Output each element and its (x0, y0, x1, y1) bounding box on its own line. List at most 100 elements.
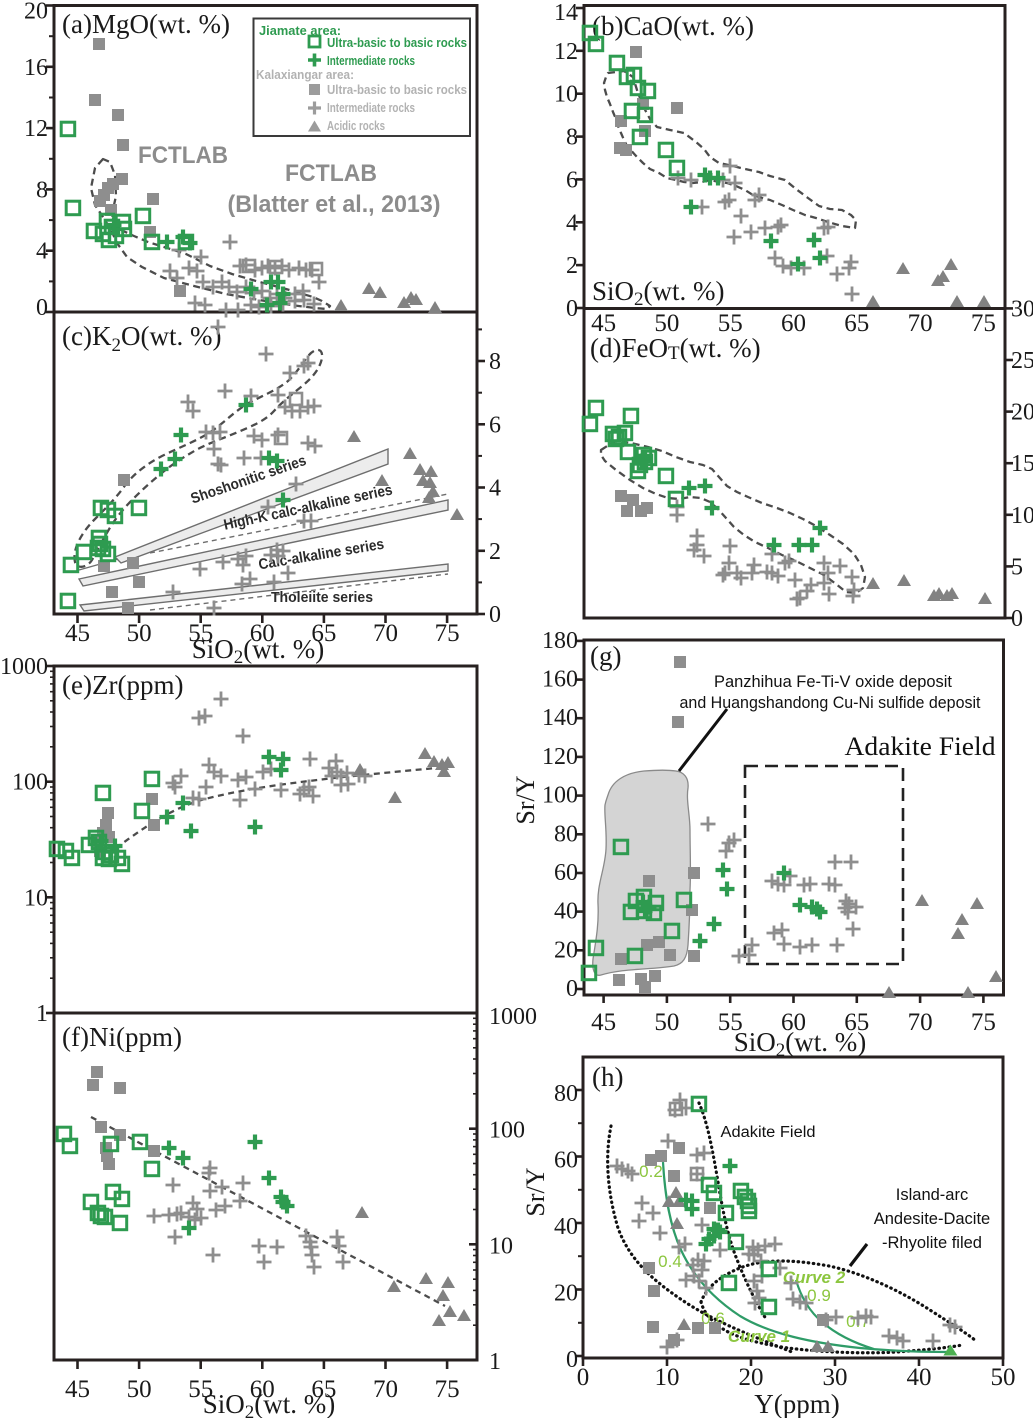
svg-text:12: 12 (24, 116, 48, 142)
svg-text:50: 50 (127, 620, 152, 647)
svg-text:65: 65 (844, 310, 869, 337)
svg-text:60: 60 (781, 1009, 806, 1036)
svg-text:30: 30 (1011, 296, 1033, 322)
svg-text:(f)Ni(ppm): (f)Ni(ppm) (62, 1022, 182, 1052)
svg-text:Curve 1: Curve 1 (728, 1327, 790, 1346)
svg-text:1: 1 (489, 1349, 501, 1375)
svg-text:50: 50 (991, 1364, 1016, 1391)
svg-text:10: 10 (24, 885, 48, 911)
svg-text:Intermediate rocks: Intermediate rocks (327, 54, 415, 68)
svg-text:Curve 2: Curve 2 (783, 1268, 846, 1287)
svg-text:40: 40 (907, 1364, 932, 1391)
svg-text:45: 45 (65, 1376, 90, 1403)
svg-text:Y(ppm): Y(ppm) (754, 1389, 839, 1418)
svg-text:70: 70 (373, 1376, 398, 1403)
svg-text:65: 65 (311, 620, 336, 647)
svg-text:SiO2(wt. %): SiO2(wt. %) (203, 1389, 336, 1418)
svg-text:60: 60 (781, 310, 806, 337)
svg-text:45: 45 (65, 620, 90, 647)
svg-text:1: 1 (36, 1001, 48, 1027)
svg-text:Ultra-basic to basic rocks: Ultra-basic to basic rocks (327, 83, 467, 97)
svg-text:6: 6 (489, 412, 501, 438)
svg-text:55: 55 (188, 1376, 213, 1403)
svg-text:20: 20 (1011, 400, 1033, 426)
svg-text:Panzhihua Fe-Ti-V oxide deposi: Panzhihua Fe-Ti-V oxide deposit (714, 673, 952, 691)
svg-text:100: 100 (542, 783, 578, 809)
svg-text:SiO2(wt. %): SiO2(wt. %) (734, 1027, 867, 1061)
svg-text:10: 10 (489, 1233, 513, 1259)
svg-text:1000: 1000 (489, 1004, 537, 1030)
svg-text:65: 65 (844, 1009, 869, 1036)
svg-text:45: 45 (591, 310, 616, 337)
svg-text:180: 180 (542, 628, 578, 654)
svg-text:140: 140 (542, 705, 578, 731)
svg-text:70: 70 (373, 620, 398, 647)
svg-text:100: 100 (489, 1118, 525, 1144)
svg-text:Adakite Field: Adakite Field (721, 1124, 816, 1141)
svg-text:0: 0 (566, 296, 578, 322)
svg-text:2: 2 (566, 253, 578, 279)
svg-text:0: 0 (566, 1347, 578, 1373)
svg-text:(h): (h) (592, 1062, 623, 1092)
svg-text:Island-arc: Island-arc (896, 1186, 968, 1204)
svg-text:80: 80 (554, 1081, 578, 1107)
svg-text:5: 5 (1011, 554, 1023, 580)
svg-text:0: 0 (577, 1364, 590, 1391)
svg-text:16: 16 (24, 55, 48, 81)
svg-text:80: 80 (554, 821, 578, 847)
svg-text:0: 0 (489, 602, 501, 628)
svg-text:20: 20 (554, 937, 578, 963)
svg-text:0: 0 (36, 295, 48, 321)
svg-text:(g): (g) (590, 641, 621, 671)
svg-text:20: 20 (24, 0, 48, 25)
svg-text:Sr/Y: Sr/Y (521, 1167, 550, 1216)
svg-text:10: 10 (1011, 503, 1033, 529)
svg-text:Kalaxiangar area:: Kalaxiangar area: (256, 68, 354, 82)
svg-text:55: 55 (718, 310, 743, 337)
svg-text:120: 120 (542, 744, 578, 770)
svg-text:4: 4 (566, 210, 578, 236)
svg-text:55: 55 (188, 620, 213, 647)
svg-text:40: 40 (554, 1214, 578, 1240)
svg-text:Jiamate area:: Jiamate area: (259, 24, 341, 38)
svg-text:0: 0 (1011, 606, 1023, 632)
svg-text:Acidic rocks: Acidic rocks (327, 119, 385, 133)
svg-text:25: 25 (1011, 348, 1033, 374)
svg-text:Tholeiite series: Tholeiite series (271, 589, 373, 606)
svg-text:70: 70 (908, 310, 933, 337)
svg-text:75: 75 (435, 620, 460, 647)
svg-text:(a)MgO(wt. %): (a)MgO(wt. %) (62, 9, 230, 39)
svg-text:1000: 1000 (0, 654, 48, 680)
svg-text:0: 0 (566, 976, 578, 1002)
svg-text:Ultra-basic to basic rocks: Ultra-basic to basic rocks (327, 36, 467, 50)
svg-text:20: 20 (739, 1364, 764, 1391)
svg-text:100: 100 (12, 770, 48, 796)
svg-text:0.4: 0.4 (658, 1252, 682, 1271)
svg-text:4: 4 (489, 476, 501, 502)
svg-text:10: 10 (554, 82, 578, 108)
svg-text:50: 50 (654, 1009, 679, 1036)
svg-text:2: 2 (489, 539, 501, 565)
svg-text:60: 60 (554, 860, 578, 886)
svg-text:6: 6 (566, 167, 578, 193)
svg-text:60: 60 (554, 1148, 578, 1174)
svg-text:60: 60 (250, 620, 275, 647)
svg-text:-Rhyolite filed: -Rhyolite filed (882, 1234, 982, 1252)
svg-text:50: 50 (127, 1376, 152, 1403)
svg-text:Adakite Field: Adakite Field (845, 731, 996, 761)
svg-text:40: 40 (554, 899, 578, 925)
svg-text:10: 10 (655, 1364, 680, 1391)
svg-text:4: 4 (36, 239, 48, 265)
svg-text:75: 75 (971, 310, 996, 337)
svg-text:75: 75 (971, 1009, 996, 1036)
svg-text:20: 20 (554, 1281, 578, 1307)
svg-text:(c)K2O(wt. %): (c)K2O(wt. %) (62, 321, 221, 356)
svg-text:12: 12 (554, 39, 578, 65)
svg-text:70: 70 (908, 1009, 933, 1036)
svg-text:(e)Zr(ppm): (e)Zr(ppm) (62, 670, 183, 700)
svg-text:(b)CaO(wt. %): (b)CaO(wt. %) (592, 11, 754, 41)
svg-text:160: 160 (542, 667, 578, 693)
svg-text:0.2: 0.2 (639, 1162, 663, 1181)
svg-text:FCTLAB: FCTLAB (138, 142, 228, 169)
svg-text:and Huangshandong Cu-Ni sulfid: and Huangshandong Cu-Ni sulfide deposit (680, 694, 981, 712)
